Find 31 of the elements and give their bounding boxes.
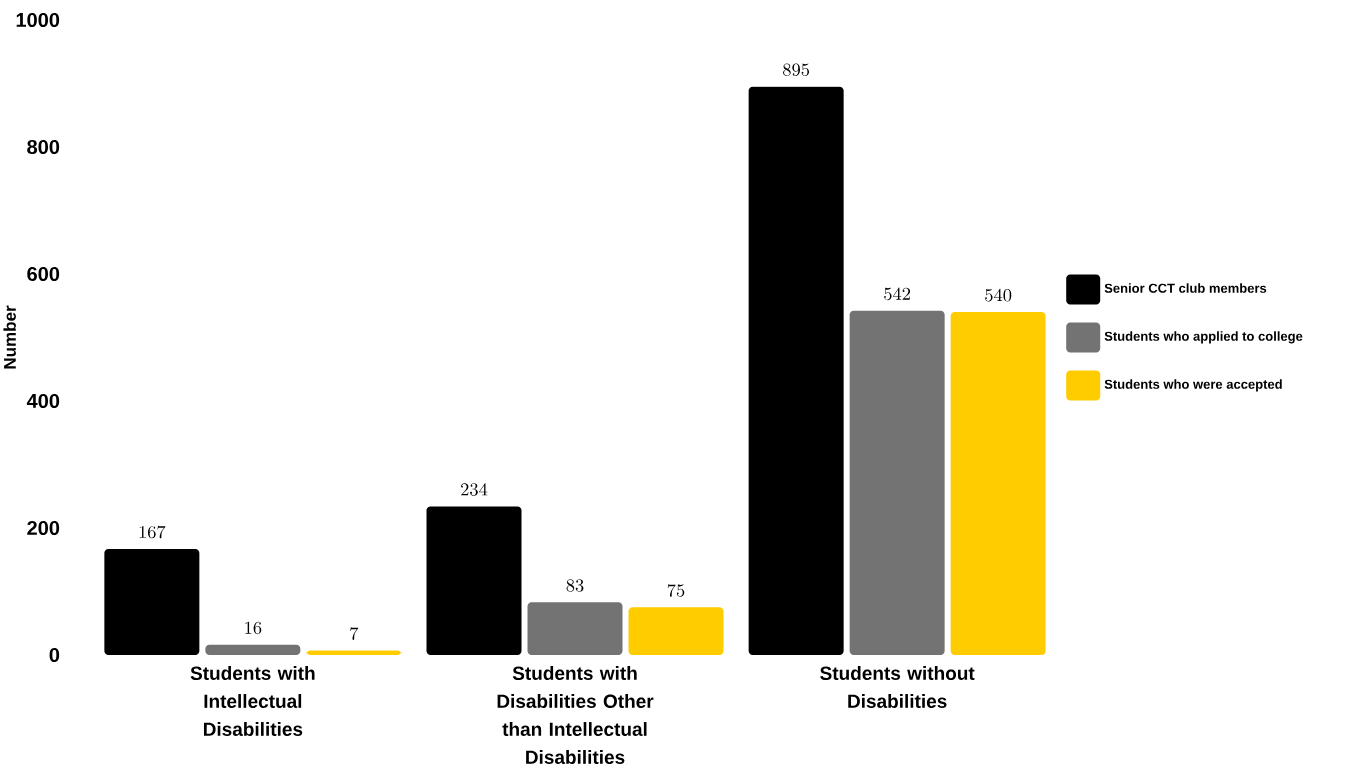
bar [950, 312, 1046, 655]
data-label: 540 [985, 288, 1012, 302]
y-tick-label: 0 [49, 647, 60, 663]
data-label: 16 [245, 621, 262, 635]
data-label: 7 [350, 627, 359, 640]
y-tick-label: 800 [27, 139, 60, 155]
y-tick-label: 400 [26, 393, 60, 409]
y-axis-title: Number [3, 305, 16, 369]
bar [205, 644, 301, 655]
legend-label: Students who were accepted [1104, 379, 1282, 392]
bar [628, 607, 724, 655]
data-label: 167 [139, 525, 166, 539]
y-tick-label: 200 [27, 520, 60, 536]
bar [849, 310, 945, 655]
x-tick-label: Students with Intellectual Disabilities [190, 666, 315, 737]
legend-label: Senior CCT club members [1104, 283, 1267, 293]
bar [426, 506, 522, 655]
data-label: 542 [884, 287, 911, 301]
y-tick-label: 600 [27, 266, 60, 282]
x-tick-label: Students without Disabilities [820, 666, 975, 709]
bar [748, 86, 844, 655]
data-label: 895 [783, 63, 810, 76]
y-tick-label: 1000 [16, 12, 60, 28]
legend-label: Students who applied to college [1104, 331, 1303, 344]
data-label: 83 [566, 579, 584, 592]
bar [104, 548, 200, 655]
bar [527, 602, 623, 655]
data-label: 234 [461, 483, 488, 496]
x-tick-label: Students with Disabilities Other than Intellectual Disabilities [497, 666, 654, 765]
bar [306, 650, 402, 655]
data-label: 75 [667, 584, 685, 597]
